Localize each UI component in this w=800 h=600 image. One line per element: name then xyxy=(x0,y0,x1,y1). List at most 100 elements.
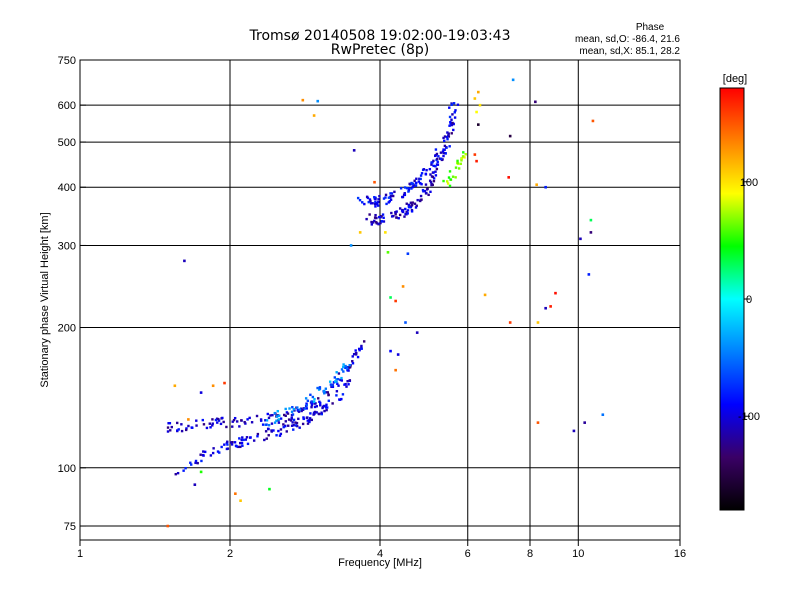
trace-point xyxy=(225,442,229,445)
y-tick-label: 200 xyxy=(58,323,76,335)
trace-point xyxy=(444,152,447,155)
trace-point xyxy=(333,380,337,383)
trace-point xyxy=(323,392,326,395)
trace-point xyxy=(419,181,422,185)
trace-point xyxy=(401,210,405,213)
trace-point xyxy=(174,472,177,476)
trace-point xyxy=(429,181,433,184)
trace-point xyxy=(306,399,310,403)
trace-point xyxy=(166,426,170,429)
trace-point xyxy=(382,197,386,200)
trace-point xyxy=(456,159,459,163)
trace-point xyxy=(190,426,193,429)
trace-point xyxy=(432,179,436,183)
trace-point xyxy=(184,428,188,432)
trace-point xyxy=(411,185,415,189)
trace-point xyxy=(454,176,457,179)
trace-point xyxy=(291,405,294,409)
trace-point xyxy=(279,428,283,431)
trace-point xyxy=(322,404,326,408)
trace-point xyxy=(239,441,242,445)
trace-point xyxy=(413,179,416,182)
trace-point xyxy=(290,417,293,420)
trace-point xyxy=(256,432,260,436)
trace-point xyxy=(403,192,406,195)
trace-point xyxy=(252,439,256,442)
trace-point xyxy=(233,416,237,420)
scatter-point xyxy=(589,218,593,222)
trace-point xyxy=(305,407,308,410)
trace-point xyxy=(460,157,463,160)
trace-point xyxy=(460,159,463,162)
trace-point xyxy=(380,220,383,223)
trace-point xyxy=(195,419,198,422)
trace-point xyxy=(361,201,364,204)
scatter-point xyxy=(199,391,203,394)
scatter-point xyxy=(389,349,392,353)
trace-point xyxy=(435,167,439,171)
scatter-point xyxy=(349,244,353,247)
scatter-point xyxy=(211,384,215,388)
trace-point xyxy=(451,175,455,178)
scatter-point xyxy=(415,331,419,334)
trace-point xyxy=(347,383,350,386)
trace-point xyxy=(265,419,269,422)
trace-point xyxy=(294,421,297,424)
trace-point xyxy=(324,387,328,390)
trace-point xyxy=(308,417,312,420)
trace-point xyxy=(335,394,338,397)
trace-point xyxy=(226,447,230,450)
trace-point xyxy=(403,215,406,218)
trace-point xyxy=(407,203,411,207)
trace-point xyxy=(382,220,386,223)
trace-point xyxy=(326,391,330,394)
trace-point xyxy=(236,420,239,423)
trace-point xyxy=(313,405,317,409)
trace-point xyxy=(238,425,241,428)
trace-point xyxy=(351,360,354,363)
scatter-point xyxy=(583,421,586,424)
trace-point xyxy=(390,192,394,195)
trace-point xyxy=(216,421,219,424)
scatter-point xyxy=(507,176,510,179)
trace-point xyxy=(318,387,322,390)
trace-point xyxy=(273,421,277,424)
trace-point xyxy=(371,221,375,224)
trace-point xyxy=(328,380,332,383)
scatter-point xyxy=(544,185,547,189)
trace-point xyxy=(450,103,453,106)
trace-point xyxy=(423,189,427,193)
trace-point xyxy=(424,173,428,176)
trace-point xyxy=(290,424,294,427)
y-tick-label: 400 xyxy=(58,182,76,194)
trace-point xyxy=(451,121,454,125)
trace-point xyxy=(308,418,311,422)
trace-point xyxy=(382,216,385,219)
trace-point xyxy=(284,407,287,411)
trace-point xyxy=(451,113,454,116)
trace-point xyxy=(384,193,388,197)
trace-point xyxy=(377,198,380,201)
scatter-point xyxy=(386,251,390,254)
trace-point xyxy=(434,154,437,158)
scatter-point xyxy=(316,99,320,103)
trace-point xyxy=(374,202,377,206)
trace-point xyxy=(282,413,286,417)
scatter-point xyxy=(475,159,478,163)
trace-point xyxy=(415,177,418,180)
trace-point xyxy=(373,195,376,199)
trace-point xyxy=(241,436,244,439)
trace-point xyxy=(373,216,377,219)
trace-point xyxy=(450,118,453,121)
trace-point xyxy=(389,198,393,201)
trace-point xyxy=(273,411,277,415)
scatter-point xyxy=(473,97,477,100)
trace-point xyxy=(265,423,268,426)
trace-point xyxy=(320,412,323,416)
x-axis-label: Frequency [MHz] xyxy=(338,557,422,569)
trace-point xyxy=(340,397,343,401)
trace-point xyxy=(211,451,215,455)
trace-point xyxy=(316,386,319,390)
scatter-point xyxy=(394,299,397,303)
trace-point xyxy=(415,181,418,185)
